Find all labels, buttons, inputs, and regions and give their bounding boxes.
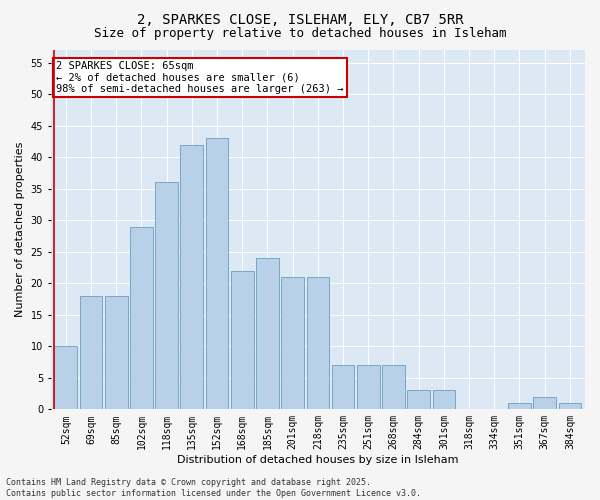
- Text: Contains HM Land Registry data © Crown copyright and database right 2025.
Contai: Contains HM Land Registry data © Crown c…: [6, 478, 421, 498]
- Bar: [559, 403, 581, 409]
- Bar: [533, 396, 556, 409]
- X-axis label: Distribution of detached houses by size in Isleham: Distribution of detached houses by size …: [177, 455, 458, 465]
- Y-axis label: Number of detached properties: Number of detached properties: [15, 142, 25, 318]
- Bar: [407, 390, 430, 409]
- Bar: [382, 365, 405, 410]
- Bar: [181, 144, 203, 410]
- Bar: [130, 226, 153, 410]
- Bar: [433, 390, 455, 409]
- Bar: [105, 296, 128, 410]
- Bar: [307, 277, 329, 409]
- Bar: [256, 258, 279, 410]
- Bar: [80, 296, 103, 410]
- Text: 2, SPARKES CLOSE, ISLEHAM, ELY, CB7 5RR: 2, SPARKES CLOSE, ISLEHAM, ELY, CB7 5RR: [137, 12, 463, 26]
- Bar: [55, 346, 77, 410]
- Bar: [155, 182, 178, 410]
- Bar: [357, 365, 380, 410]
- Bar: [231, 270, 254, 409]
- Text: Size of property relative to detached houses in Isleham: Size of property relative to detached ho…: [94, 28, 506, 40]
- Text: 2 SPARKES CLOSE: 65sqm
← 2% of detached houses are smaller (6)
98% of semi-detac: 2 SPARKES CLOSE: 65sqm ← 2% of detached …: [56, 61, 344, 94]
- Bar: [206, 138, 229, 409]
- Bar: [281, 277, 304, 409]
- Bar: [332, 365, 355, 410]
- Bar: [508, 403, 531, 409]
